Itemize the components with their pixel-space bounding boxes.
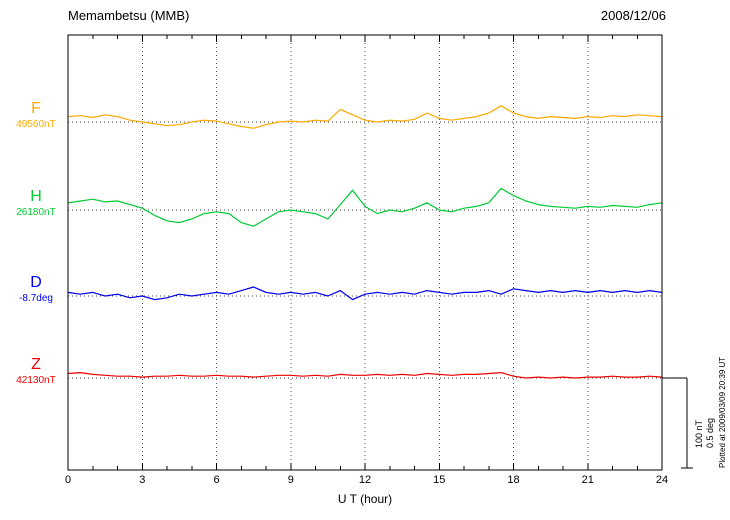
scale-bar-line1: 100 nT (694, 419, 704, 448)
plot-date: 2008/12/06 (600, 8, 666, 23)
series-label-h: H 26180nT (8, 189, 64, 218)
plotted-at-note: Plotted at 2009/03/09 20:39 UT (718, 356, 727, 468)
series-letter-z: Z (31, 356, 41, 373)
scale-bracket (662, 377, 693, 469)
x-tick-label-3: 3 (139, 474, 146, 486)
x-tick-label-18: 18 (507, 474, 520, 486)
trace-H (67, 187, 663, 227)
x-tick-label-12: 12 (358, 474, 372, 486)
trace-Z (67, 372, 663, 379)
trace-F (67, 105, 663, 129)
series-baseline-f: 49560nT (16, 119, 56, 130)
x-axis-label: U T (hour) (337, 492, 393, 506)
station-title: Memambetsu (MMB) (68, 8, 190, 23)
x-gridlines (141, 35, 589, 470)
x-tick-label-9: 9 (287, 474, 294, 486)
x-tick-label-6: 6 (213, 474, 220, 486)
series-baseline-d: -8.7deg (19, 293, 53, 304)
x-tick-label-0: 0 (64, 474, 72, 486)
series-letter-d: D (30, 274, 42, 291)
series-label-d: D -8.7deg (8, 275, 64, 304)
traces (67, 105, 663, 379)
axis-ticks (92, 35, 638, 470)
trace-baselines (68, 121, 662, 379)
x-tick-label-24: 24 (655, 474, 669, 486)
x-tick-label-15: 15 (433, 474, 446, 486)
series-baseline-z: 42130nT (16, 375, 56, 386)
series-label-f: F 49560nT (8, 101, 64, 130)
scale-bar-label: 100 nT 0.5 deg (694, 418, 716, 448)
trace-D (67, 286, 663, 301)
series-baseline-h: 26180nT (16, 207, 56, 218)
series-label-z: Z 42130nT (8, 357, 64, 386)
plot-frame (67, 34, 663, 471)
series-letter-f: F (31, 100, 41, 117)
scale-bar-line2: 0.5 deg (705, 417, 715, 448)
series-letter-h: H (30, 188, 42, 205)
x-tick-label-21: 21 (581, 474, 594, 486)
